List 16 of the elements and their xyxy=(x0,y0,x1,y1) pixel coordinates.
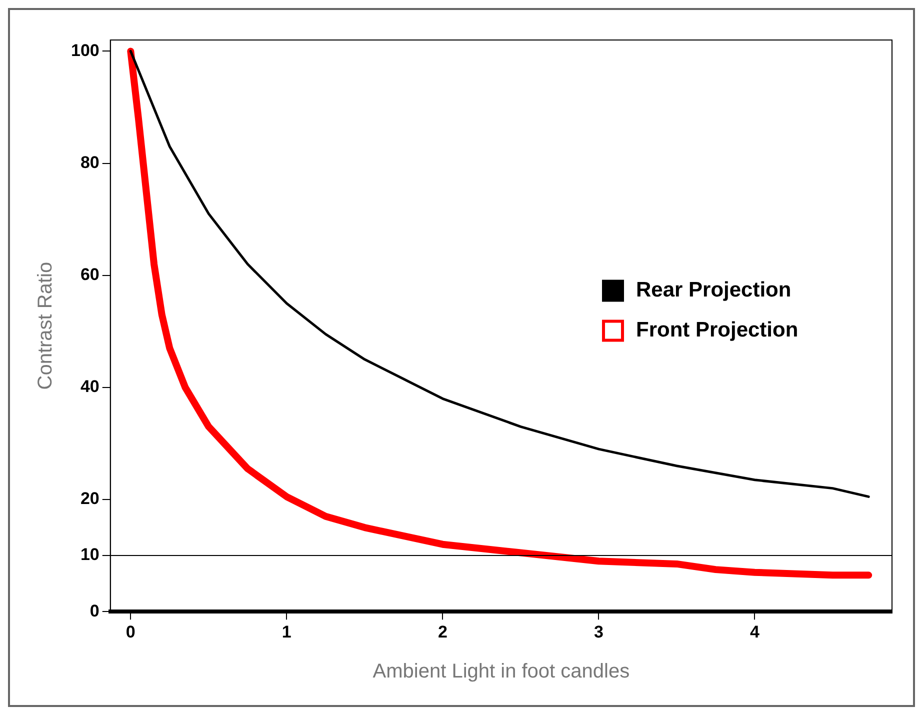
x-tick-label: 0 xyxy=(126,622,136,642)
y-tick-label: 10 xyxy=(80,545,100,564)
y-tick-label: 40 xyxy=(80,377,100,396)
x-tick-label: 4 xyxy=(750,622,760,642)
y-tick-label: 20 xyxy=(80,489,100,508)
y-axis-title: Contrast Ratio xyxy=(34,262,57,390)
y-tick-label: 60 xyxy=(80,265,100,284)
x-axis-title: Ambient Light in foot candles xyxy=(372,660,630,683)
x-tick-label: 1 xyxy=(282,622,292,642)
y-tick-label: 80 xyxy=(80,152,100,172)
y-tick-label: 100 xyxy=(70,40,100,60)
x-tick-label: 3 xyxy=(594,622,604,642)
x-tick-label: 2 xyxy=(438,622,448,642)
y-tick-label: 0 xyxy=(90,601,100,620)
legend-label: Rear Projection xyxy=(636,278,792,302)
legend-label: Front Projection xyxy=(636,318,798,342)
